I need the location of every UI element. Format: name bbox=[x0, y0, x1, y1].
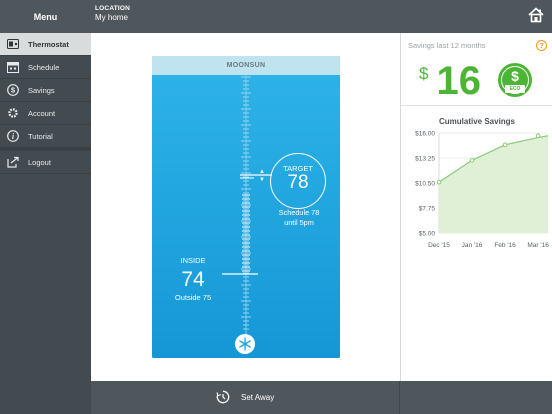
thermostat-dial[interactable]: ▲ ▼ TARGET 78 Schedule 78 until 5pm INSID… bbox=[152, 75, 340, 358]
eco-badge-label: ECO bbox=[505, 85, 525, 93]
y-tick-label: $16.00 bbox=[415, 131, 435, 138]
eco-badge-icon: $ ECO bbox=[498, 63, 532, 97]
thermostat-icon bbox=[7, 38, 19, 50]
savings-value: 16 bbox=[436, 59, 481, 103]
snowflake-icon[interactable] bbox=[235, 334, 255, 354]
x-tick-label: Mar '16 bbox=[527, 242, 549, 249]
home-icon[interactable] bbox=[528, 7, 544, 23]
inside-label: INSIDE bbox=[180, 256, 206, 265]
target-label: TARGET bbox=[283, 164, 313, 173]
currency-symbol: $ bbox=[419, 64, 429, 83]
outside-temperature: Outside 75 bbox=[174, 293, 212, 302]
savings-point bbox=[469, 157, 475, 163]
location-value: My home bbox=[95, 13, 128, 22]
y-tick-label: $5.00 bbox=[419, 231, 436, 238]
location-block[interactable]: LOCATION My home bbox=[95, 5, 130, 22]
y-tick-label: $7.75 bbox=[419, 206, 436, 213]
savings-divider bbox=[401, 105, 552, 106]
sidebar-item-savings[interactable]: $ Savings bbox=[0, 79, 91, 102]
savings-panel: Savings last 12 months ? $ 16 $ ECO Cumu… bbox=[400, 33, 552, 381]
sidebar-item-thermostat[interactable]: Thermostat bbox=[0, 33, 91, 56]
svg-text:$: $ bbox=[11, 86, 16, 95]
savings-amount: $ 16 bbox=[419, 60, 481, 102]
away-timer-icon bbox=[216, 390, 230, 404]
x-tick-label: Jan '16 bbox=[462, 242, 483, 249]
sidebar-item-account[interactable]: Account bbox=[0, 102, 91, 125]
sidebar-item-label: Tutorial bbox=[28, 131, 53, 141]
logout-icon bbox=[7, 156, 19, 168]
bottom-bar: Set Away bbox=[91, 381, 552, 414]
sidebar-item-label: Logout bbox=[28, 157, 51, 167]
set-away-label: Set Away bbox=[241, 392, 275, 402]
target-value: 78 bbox=[287, 172, 309, 193]
sidebar: Thermostat Schedule $ Savings Account i … bbox=[0, 33, 91, 414]
help-icon[interactable]: ? bbox=[536, 40, 547, 51]
sidebar-item-label: Schedule bbox=[28, 62, 60, 72]
cumulative-savings-chart: $16.00 $13.25 $10.50 $7.75 $5.00 Dec '15 Jan '… bbox=[415, 131, 549, 250]
y-tick-label: $10.50 bbox=[415, 181, 435, 188]
schedule-line: Schedule 78 bbox=[278, 208, 320, 217]
thermostat-card: MOONSUN ▲ ▼ TARGET 78 Schedule 78 until 5… bbox=[152, 56, 340, 358]
thermostat-panel: MOONSUN ▲ ▼ TARGET 78 Schedule 78 until 5… bbox=[91, 33, 400, 381]
savings-point bbox=[535, 133, 541, 139]
top-bar: Menu LOCATION My home bbox=[0, 0, 552, 33]
info-icon: i bbox=[7, 130, 19, 142]
eco-badge-symbol: $ bbox=[511, 68, 519, 84]
dollar-icon: $ bbox=[7, 84, 19, 96]
inside-temperature: INSIDE 74 Outside 75 bbox=[166, 256, 220, 302]
sidebar-item-schedule[interactable]: Schedule bbox=[0, 56, 91, 79]
menu-title: Menu bbox=[33, 11, 58, 22]
sidebar-item-logout[interactable]: Logout bbox=[0, 151, 91, 174]
target-temperature[interactable]: TARGET 78 bbox=[270, 153, 326, 209]
temperature-ruler[interactable] bbox=[152, 75, 340, 358]
sidebar-divider bbox=[0, 148, 91, 151]
sidebar-item-label: Thermostat bbox=[28, 39, 69, 49]
sidebar-item-tutorial[interactable]: i Tutorial bbox=[0, 125, 91, 148]
sidebar-item-label: Account bbox=[28, 108, 56, 118]
svg-text:i: i bbox=[12, 132, 15, 141]
y-tick-label: $13.25 bbox=[415, 156, 435, 163]
sidebar-item-label: Savings bbox=[28, 85, 55, 95]
inside-value: 74 bbox=[181, 268, 205, 291]
schedule-until: until 5pm bbox=[284, 218, 314, 227]
chart-title: Cumulative Savings bbox=[438, 117, 516, 126]
set-away-button[interactable]: Set Away bbox=[216, 390, 274, 404]
calendar-icon bbox=[7, 61, 19, 73]
schedule-info: Schedule 78 until 5pm bbox=[270, 208, 328, 228]
savings-point bbox=[502, 142, 508, 148]
thermostat-name: MOONSUN bbox=[152, 56, 340, 75]
bottom-divider bbox=[399, 381, 400, 414]
savings-area bbox=[439, 135, 548, 233]
gear-icon bbox=[7, 107, 19, 119]
eco-badge-ring bbox=[501, 66, 529, 94]
savings-point bbox=[436, 179, 442, 185]
target-adjust-arrows[interactable]: ▲ ▼ bbox=[259, 169, 265, 183]
savings-period-label: Savings last 12 months bbox=[408, 41, 486, 50]
x-tick-label: Feb '16 bbox=[494, 242, 516, 249]
x-tick-label: Dec '15 bbox=[428, 242, 450, 249]
location-label: LOCATION bbox=[95, 5, 131, 12]
